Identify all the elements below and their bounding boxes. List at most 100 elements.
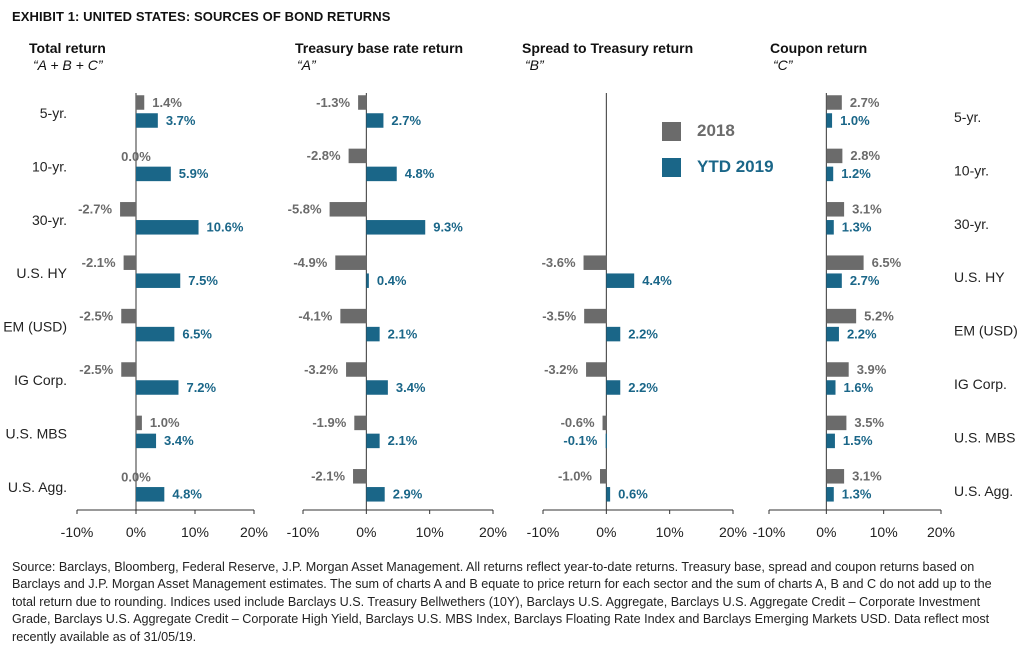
bar-2018-u-s-mbs	[354, 415, 367, 431]
bar-ytd-2019-10-yr	[826, 166, 834, 182]
bar-ytd-2019-em-usd	[366, 326, 380, 342]
data-label-2018-u-s-hy: -2.1%	[82, 255, 116, 270]
bar-2018-30-yr	[826, 202, 845, 217]
x-tick-label: -10%	[753, 524, 786, 540]
bar-2018-ig-corp	[826, 362, 849, 377]
panel-title-treasury-base: Treasury base rate return	[295, 40, 464, 56]
data-label-2018-u-s-hy: -4.9%	[293, 255, 327, 270]
panel-subtitle-treasury-base: “A”	[297, 57, 316, 73]
bar-2018-ig-corp	[346, 362, 367, 377]
category-label-u-s-mbs: U.S. MBS	[6, 425, 67, 441]
data-label-ytd-2019-em-usd: 2.2%	[847, 326, 877, 341]
data-label-2018-ig-corp: 3.9%	[857, 362, 887, 377]
panel-subtitle-spread: “B”	[525, 57, 544, 73]
legend-swatch-2018	[662, 121, 681, 141]
data-label-2018-u-s-mbs: -1.9%	[312, 415, 346, 430]
category-label-u-s-hy: U.S. HY	[954, 269, 1005, 285]
data-label-2018-5-yr: -1.3%	[316, 95, 350, 110]
data-label-ytd-2019-5-yr: 1.0%	[840, 113, 870, 128]
data-label-ytd-2019-u-s-hy: 7.5%	[188, 273, 218, 288]
bar-ytd-2019-u-s-mbs	[136, 433, 157, 449]
bar-2018-u-s-mbs	[826, 415, 847, 431]
legend-item-ytd-2019: YTD 2019	[662, 157, 774, 177]
bar-2018-5-yr	[358, 95, 367, 110]
category-label-u-s-agg: U.S. Agg.	[8, 479, 67, 495]
data-label-ytd-2019-10-yr: 1.2%	[841, 166, 871, 181]
bar-ytd-2019-ig-corp	[606, 380, 621, 395]
bar-ytd-2019-u-s-mbs	[826, 433, 835, 449]
data-label-2018-u-s-agg: 0.0%	[121, 470, 151, 485]
data-label-2018-em-usd: -3.5%	[542, 308, 576, 323]
bar-2018-u-s-agg	[353, 469, 367, 484]
data-label-2018-5-yr: 2.7%	[850, 95, 880, 110]
panel-subtitle-total-return: “A + B + C”	[33, 57, 103, 73]
x-tick-label: 0%	[596, 524, 616, 540]
bar-ytd-2019-em-usd	[136, 326, 175, 342]
bar-ytd-2019-u-s-agg	[136, 487, 165, 502]
data-label-ytd-2019-em-usd: 6.5%	[182, 326, 212, 341]
category-label-ig-corp: IG Corp.	[954, 376, 1007, 392]
x-tick-label: 10%	[656, 524, 684, 540]
category-label-em-usd: EM (USD)	[3, 319, 67, 335]
bar-2018-ig-corp	[586, 362, 607, 377]
x-tick-label: 20%	[240, 524, 268, 540]
x-tick-label: 0%	[816, 524, 836, 540]
category-label-30-yr: 30-yr.	[32, 212, 67, 228]
bar-ytd-2019-5-yr	[826, 113, 833, 128]
x-tick-label: -10%	[61, 524, 94, 540]
data-label-ytd-2019-u-s-mbs: 3.4%	[164, 433, 194, 448]
panel-title-spread: Spread to Treasury return	[522, 40, 694, 56]
bar-ytd-2019-10-yr	[366, 166, 397, 182]
data-label-2018-u-s-mbs: 1.0%	[150, 415, 180, 430]
bar-2018-u-s-agg	[826, 469, 845, 484]
category-label-5-yr: 5-yr.	[954, 109, 981, 125]
data-label-2018-u-s-hy: -3.6%	[542, 255, 576, 270]
data-label-2018-30-yr: 3.1%	[852, 202, 882, 217]
data-label-2018-u-s-agg: 3.1%	[852, 469, 882, 484]
bar-ytd-2019-30-yr	[826, 220, 834, 235]
data-label-2018-em-usd: -4.1%	[298, 308, 332, 323]
category-label-u-s-hy: U.S. HY	[16, 265, 67, 281]
bar-2018-30-yr	[120, 202, 136, 217]
data-label-2018-5-yr: 1.4%	[152, 95, 182, 110]
data-label-2018-ig-corp: -2.5%	[79, 362, 113, 377]
data-label-ytd-2019-30-yr: 10.6%	[207, 220, 244, 235]
data-label-2018-30-yr: -5.8%	[288, 202, 322, 217]
data-label-2018-u-s-agg: -2.1%	[311, 469, 345, 484]
data-label-ytd-2019-30-yr: 9.3%	[433, 220, 463, 235]
data-label-ytd-2019-u-s-agg: 4.8%	[172, 487, 202, 502]
bar-ytd-2019-5-yr	[366, 113, 384, 128]
bar-ytd-2019-30-yr	[366, 220, 426, 235]
bar-2018-10-yr	[826, 148, 843, 164]
data-label-2018-u-s-mbs: -0.6%	[561, 415, 595, 430]
data-label-2018-30-yr: -2.7%	[78, 202, 112, 217]
bar-ytd-2019-5-yr	[136, 113, 158, 128]
data-label-2018-em-usd: -2.5%	[79, 308, 113, 323]
bar-2018-u-s-hy	[826, 255, 864, 270]
category-label-30-yr: 30-yr.	[954, 216, 989, 232]
data-label-ytd-2019-ig-corp: 3.4%	[396, 380, 426, 395]
data-label-ytd-2019-em-usd: 2.1%	[388, 326, 418, 341]
bar-2018-5-yr	[136, 95, 145, 110]
category-label-ig-corp: IG Corp.	[14, 372, 67, 388]
x-tick-label: 10%	[181, 524, 209, 540]
panel-title-total-return: Total return	[29, 40, 106, 56]
data-label-2018-u-s-hy: 6.5%	[872, 255, 902, 270]
bar-ytd-2019-u-s-agg	[366, 487, 385, 502]
data-label-2018-u-s-agg: -1.0%	[558, 469, 592, 484]
x-tick-label: 10%	[870, 524, 898, 540]
data-label-2018-ig-corp: -3.2%	[544, 362, 578, 377]
data-label-ytd-2019-10-yr: 5.9%	[179, 166, 209, 181]
bar-2018-u-s-hy	[123, 255, 136, 270]
data-label-ytd-2019-u-s-agg: 1.3%	[842, 487, 872, 502]
data-label-ytd-2019-ig-corp: 1.6%	[844, 380, 874, 395]
category-label-10-yr: 10-yr.	[954, 162, 989, 178]
x-tick-label: 0%	[126, 524, 146, 540]
data-label-ytd-2019-u-s-mbs: -0.1%	[563, 433, 597, 448]
data-label-ytd-2019-u-s-mbs: 2.1%	[388, 433, 418, 448]
bar-ytd-2019-em-usd	[826, 326, 839, 342]
data-label-ytd-2019-10-yr: 4.8%	[405, 166, 435, 181]
data-label-ytd-2019-5-yr: 3.7%	[166, 113, 196, 128]
bar-ytd-2019-u-s-agg	[606, 487, 611, 502]
x-tick-label: 20%	[927, 524, 955, 540]
